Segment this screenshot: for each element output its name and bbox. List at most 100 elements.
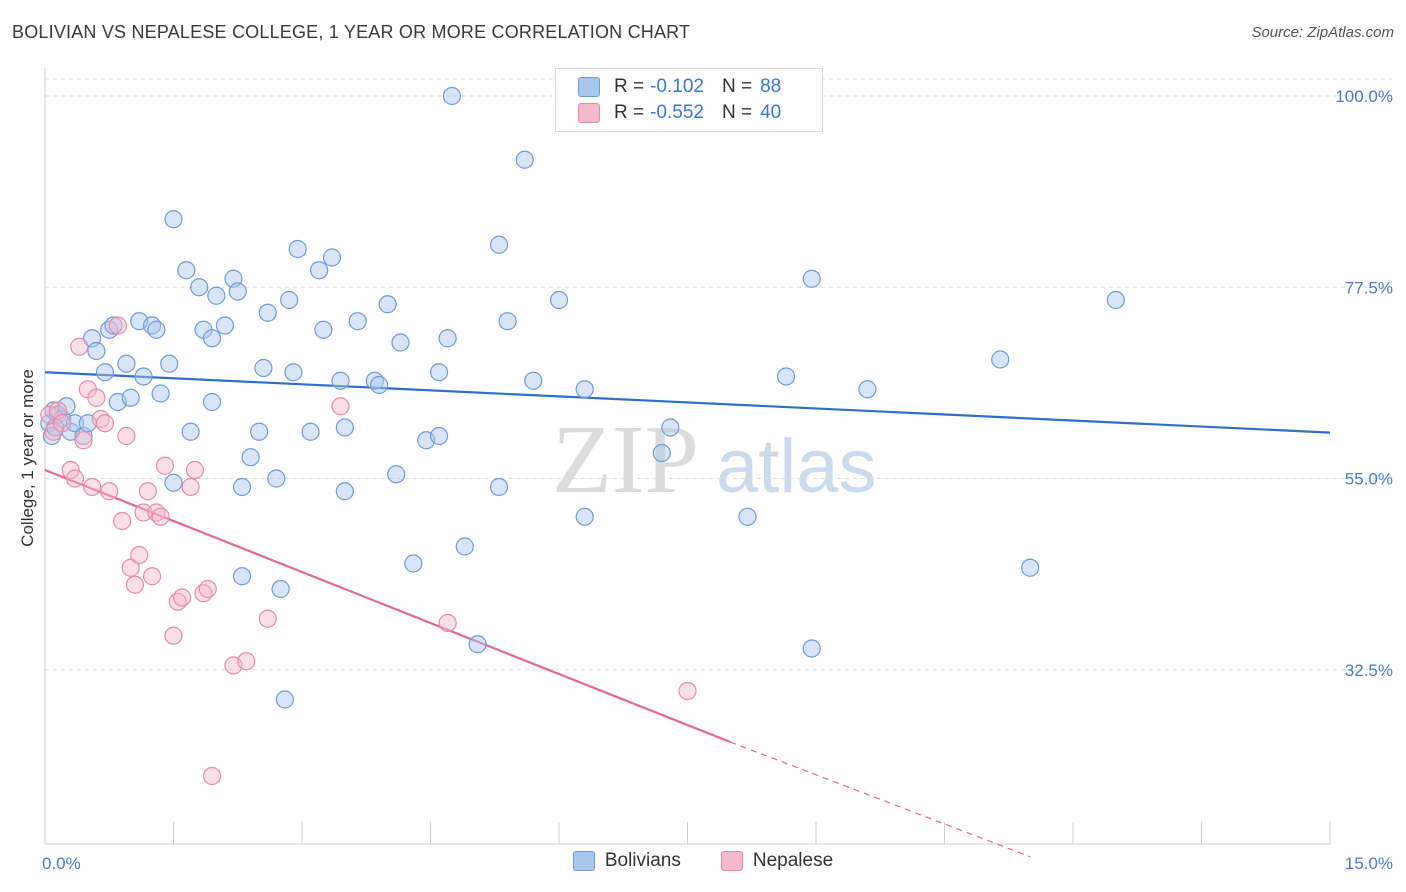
data-point-bolivians <box>160 354 179 373</box>
data-point-nepalese <box>164 626 183 645</box>
data-point-bolivians <box>232 567 252 586</box>
data-point-bolivians <box>190 278 209 297</box>
data-point-nepalese <box>138 482 157 501</box>
data-point-bolivians <box>121 388 140 407</box>
series-legend: Bolivians Nepalese <box>0 850 1406 872</box>
data-point-bolivians <box>271 579 290 599</box>
data-point-nepalese <box>87 388 106 407</box>
data-point-nepalese <box>53 414 72 433</box>
data-point-nepalese <box>258 609 277 628</box>
data-point-bolivians <box>575 380 594 399</box>
trend-line-nepalese-extension <box>730 741 1031 858</box>
data-point-bolivians <box>575 507 594 526</box>
data-point-bolivians <box>1021 558 1040 577</box>
legend-r-label: R = <box>614 102 645 123</box>
legend-n-label: N = <box>721 76 753 97</box>
data-point-bolivians <box>1106 290 1125 310</box>
data-point-bolivians <box>207 286 226 305</box>
data-point-bolivians <box>284 363 303 382</box>
data-point-bolivians <box>549 290 569 310</box>
data-point-nepalese <box>134 503 153 522</box>
y-tick-label: 77.5% <box>1345 278 1393 297</box>
data-point-bolivians <box>348 312 367 331</box>
legend-n-label: N = <box>721 102 753 123</box>
series-nepalese-points <box>40 316 697 786</box>
trend-lines <box>44 371 1331 858</box>
data-point-bolivians <box>322 248 342 267</box>
data-point-bolivians <box>335 418 354 437</box>
data-point-bolivians <box>738 507 757 526</box>
legend-row-bolivians: R = -0.102 N = 88 <box>578 74 781 100</box>
data-point-bolivians <box>455 537 474 556</box>
axes <box>44 68 1331 845</box>
data-point-nepalese <box>202 766 222 786</box>
data-point-bolivians <box>151 384 170 403</box>
data-point-nepalese <box>125 575 145 594</box>
data-point-bolivians <box>331 371 350 390</box>
data-point-bolivians <box>468 635 487 654</box>
data-point-nepalese <box>185 460 205 480</box>
data-point-bolivians <box>228 282 247 301</box>
data-point-bolivians <box>429 426 449 446</box>
trend-line-bolivians <box>44 371 1331 434</box>
chart-source: Source: ZipAtlas.com <box>1251 24 1394 41</box>
data-point-bolivians <box>429 363 449 382</box>
data-point-nepalese <box>40 405 59 424</box>
legend-item-bolivians[interactable]: Bolivians <box>572 850 681 872</box>
legend-swatch-blue <box>578 77 600 97</box>
data-point-bolivians <box>489 477 509 497</box>
data-point-bolivians <box>301 422 320 441</box>
chart-title: BOLIVIAN VS NEPALESE COLLEGE, 1 YEAR OR … <box>12 22 691 42</box>
legend-swatch-pink <box>578 103 600 123</box>
trend-line-nepalese <box>44 468 731 744</box>
data-point-bolivians <box>95 363 115 382</box>
data-point-nepalese <box>100 482 119 501</box>
data-point-bolivians <box>442 86 462 106</box>
data-point-nepalese <box>61 460 80 480</box>
data-point-bolivians <box>215 316 234 335</box>
legend-n-value: 88 <box>760 76 782 97</box>
data-point-bolivians <box>378 295 397 314</box>
y-tick-labels: 100.0% 77.5% 55.0% 32.5% <box>1335 87 1393 680</box>
data-point-nepalese <box>198 579 217 599</box>
watermark-zip: ZIP <box>552 406 699 514</box>
data-point-nepalese <box>438 613 457 633</box>
legend-swatch-pink <box>720 851 743 871</box>
data-point-nepalese <box>70 337 89 356</box>
data-point-bolivians <box>652 443 671 463</box>
x-tick-labels: 0.0% 15.0% <box>42 854 1393 873</box>
legend-item-nepalese[interactable]: Nepalese <box>720 850 833 872</box>
data-point-bolivians <box>991 350 1010 369</box>
data-point-bolivians <box>267 469 286 488</box>
data-point-bolivians <box>164 210 183 229</box>
data-point-bolivians <box>232 477 252 497</box>
stats-legend: R = -0.102 N = 88 R = -0.552 N = 40 <box>555 68 823 132</box>
data-point-bolivians <box>202 329 222 348</box>
data-point-nepalese <box>678 681 697 701</box>
x-tick-label-max: 15.0% <box>1345 854 1393 873</box>
data-point-bolivians <box>181 422 200 441</box>
data-point-bolivians <box>661 418 680 437</box>
data-point-nepalese <box>331 397 350 416</box>
data-point-bolivians <box>87 341 106 361</box>
legend-swatch-blue <box>572 851 595 871</box>
watermark-atlas: atlas <box>716 424 877 509</box>
y-tick-label: 32.5% <box>1345 661 1393 680</box>
legend-r-value: -0.102 <box>650 76 704 97</box>
data-point-nepalese <box>74 431 93 450</box>
data-point-bolivians <box>241 448 260 467</box>
data-point-bolivians <box>802 639 821 658</box>
data-point-nepalese <box>108 316 127 335</box>
watermark: ZIP atlas <box>552 406 877 514</box>
data-point-bolivians <box>104 316 123 335</box>
data-point-nepalese <box>112 511 132 531</box>
data-point-bolivians <box>147 320 166 339</box>
data-point-bolivians <box>802 269 821 288</box>
data-point-bolivians <box>310 261 329 280</box>
data-point-bolivians <box>177 261 196 280</box>
data-point-bolivians <box>391 333 410 352</box>
legend-n-value: 40 <box>760 102 782 123</box>
data-point-bolivians <box>164 473 183 492</box>
legend-r-label: R = <box>614 76 645 97</box>
data-point-bolivians <box>288 239 307 259</box>
